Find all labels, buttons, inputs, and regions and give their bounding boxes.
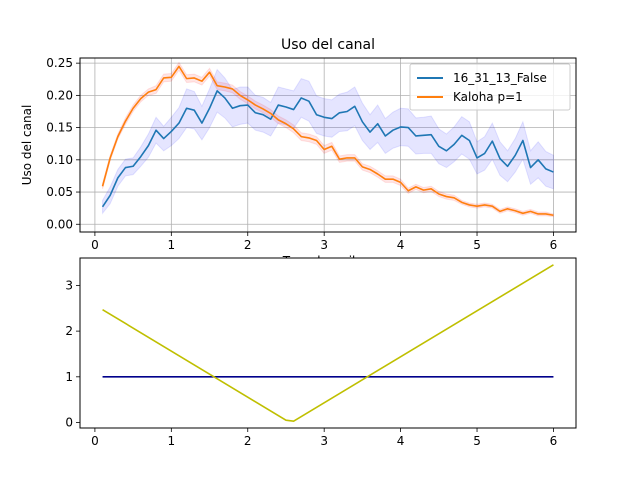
bottom-x-tick-label: 2 <box>244 434 252 448</box>
bottom-axes-frame <box>79 257 577 429</box>
top-chart: 0 1 2 3 4 5 6 0.00 0.05 0.10 0.15 0.20 0.25 Uso del… <box>20 37 577 252</box>
top-chart-title: Uso del canal <box>281 37 375 53</box>
bottom-x-tick-label: 4 <box>397 434 405 448</box>
top-axes-frame <box>79 57 577 233</box>
top-y-axis-label: Uso del canal <box>20 105 34 186</box>
top-y-tick-label: 0.10 <box>46 153 73 167</box>
bottom-y-tick-label: 1 <box>65 370 73 384</box>
confidence-band-1 <box>102 61 554 218</box>
bottom-x-tick-label: 6 <box>550 434 558 448</box>
top-series-lines <box>101 65 554 217</box>
bottom-x-ticks: 0 1 2 3 4 5 6 <box>91 428 557 448</box>
legend-box <box>409 63 571 111</box>
confidence-band-0 <box>102 68 554 215</box>
bottom-y-tick-label: 0 <box>65 416 73 430</box>
legend-label-kaloha: Kaloha p=1 <box>453 90 523 104</box>
bottom-x-tick-label: 3 <box>320 434 328 448</box>
bottom-series-lines <box>102 264 554 422</box>
top-x-tick-label: 5 <box>473 238 481 252</box>
series-line-0 <box>101 90 554 208</box>
top-x-ticks: 0 1 2 3 4 5 6 <box>91 232 557 252</box>
bottom-x-tick-label: 1 <box>168 434 176 448</box>
top-y-tick-label: 0.20 <box>46 88 73 102</box>
top-y-tick-label: 0.05 <box>46 185 73 199</box>
top-x-tick-label: 1 <box>168 238 176 252</box>
bottom-series-line-1 <box>102 264 554 422</box>
top-x-tick-label: 6 <box>550 238 558 252</box>
legend-label-16-31-13-false: 16_31_13_False <box>453 71 547 85</box>
top-y-tick-label: 0.00 <box>46 217 73 231</box>
bottom-axes-background <box>80 258 576 428</box>
top-y-ticks: 0.00 0.05 0.10 0.15 0.20 0.25 <box>46 56 80 231</box>
top-x-tick-label: 4 <box>397 238 405 252</box>
bottom-y-tick-label: 3 <box>65 278 73 292</box>
top-legend: 16_31_13_False Kaloha p=1 <box>409 63 571 111</box>
top-x-tick-label: 3 <box>320 238 328 252</box>
top-x-tick-label: 2 <box>244 238 252 252</box>
series-line-1 <box>101 65 554 217</box>
top-x-tick-label: 0 <box>91 238 99 252</box>
bottom-x-tick-label: 0 <box>91 434 99 448</box>
top-confidence-bands <box>102 61 554 218</box>
bottom-y-tick-label: 2 <box>65 324 73 338</box>
top-y-tick-label: 0.15 <box>46 121 73 135</box>
bottom-x-tick-label: 5 <box>473 434 481 448</box>
bottom-y-ticks: 0 1 2 3 <box>65 278 80 430</box>
top-y-tick-label: 0.25 <box>46 56 73 70</box>
